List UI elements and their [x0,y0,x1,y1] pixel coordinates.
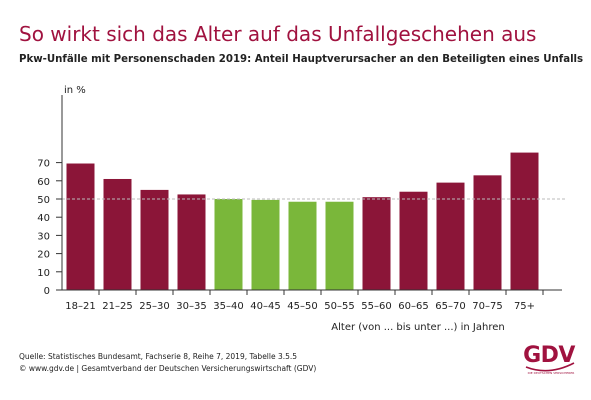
y-tick-label: 70 [37,159,50,170]
bar-70–75 [473,175,502,290]
x-tick-label: 65–70 [435,301,465,312]
bar-18–21 [66,163,95,290]
bar-30–35 [177,194,206,290]
bar-chart: 0 10 20 30 40 50 60 70 18–21 21–25 25–30 30–35 35–4… [37,85,565,333]
chart-title: So wirkt sich das Alter auf das Unfallge… [19,22,537,46]
y-tick-label: 60 [37,177,50,188]
gdv-logo: GDV DIE DEUTSCHEN VERSICHERER [518,343,580,383]
y-tick-label: 20 [37,250,50,261]
copyright-text: © www.gdv.de | Gesamtverband der Deutsch… [19,364,317,373]
logo-tagline: DIE DEUTSCHEN VERSICHERER [527,371,575,375]
x-tick-label: 18–21 [65,301,95,312]
x-tick-label: 70–75 [472,301,502,312]
bar-40–45 [251,199,280,290]
y-tick-label: 50 [37,195,50,206]
bar-75+ [510,152,539,290]
x-tick-label: 30–35 [176,301,206,312]
y-tick-label: 40 [37,213,50,224]
y-tick-label: 10 [37,268,50,279]
y-tick-label: 30 [37,231,50,242]
x-tick-label: 35–40 [213,301,243,312]
x-tick-label: 75+ [514,301,535,312]
bar-35–40 [214,199,243,290]
x-tick-label: 40–45 [250,301,280,312]
logo-text: GDV [523,343,575,368]
bar-45–50 [288,201,317,290]
chart-subtitle: Pkw-Unfälle mit Personenschaden 2019: An… [19,54,584,65]
x-tick-label: 60–65 [398,301,428,312]
logo-arc [525,362,575,372]
bar-21–25 [103,178,132,290]
x-tick-label: 55–60 [361,301,391,312]
bar-55–60 [362,197,391,290]
bar-65–70 [436,182,465,290]
bar-60–65 [399,191,428,290]
x-tick-label: 45–50 [287,301,317,312]
source-text: Quelle: Statistisches Bundesamt, Fachser… [19,352,298,361]
bar-50–55 [325,201,354,290]
y-tick-label: 0 [44,286,50,297]
x-tick-label: 21–25 [102,301,132,312]
bar-25–30 [140,189,169,290]
x-tick-label: 25–30 [139,301,169,312]
x-axis-label: Alter (von ... bis unter ...) in Jahren [331,322,504,333]
x-tick-label: 50–55 [324,301,354,312]
y-axis-label: in % [64,85,86,96]
